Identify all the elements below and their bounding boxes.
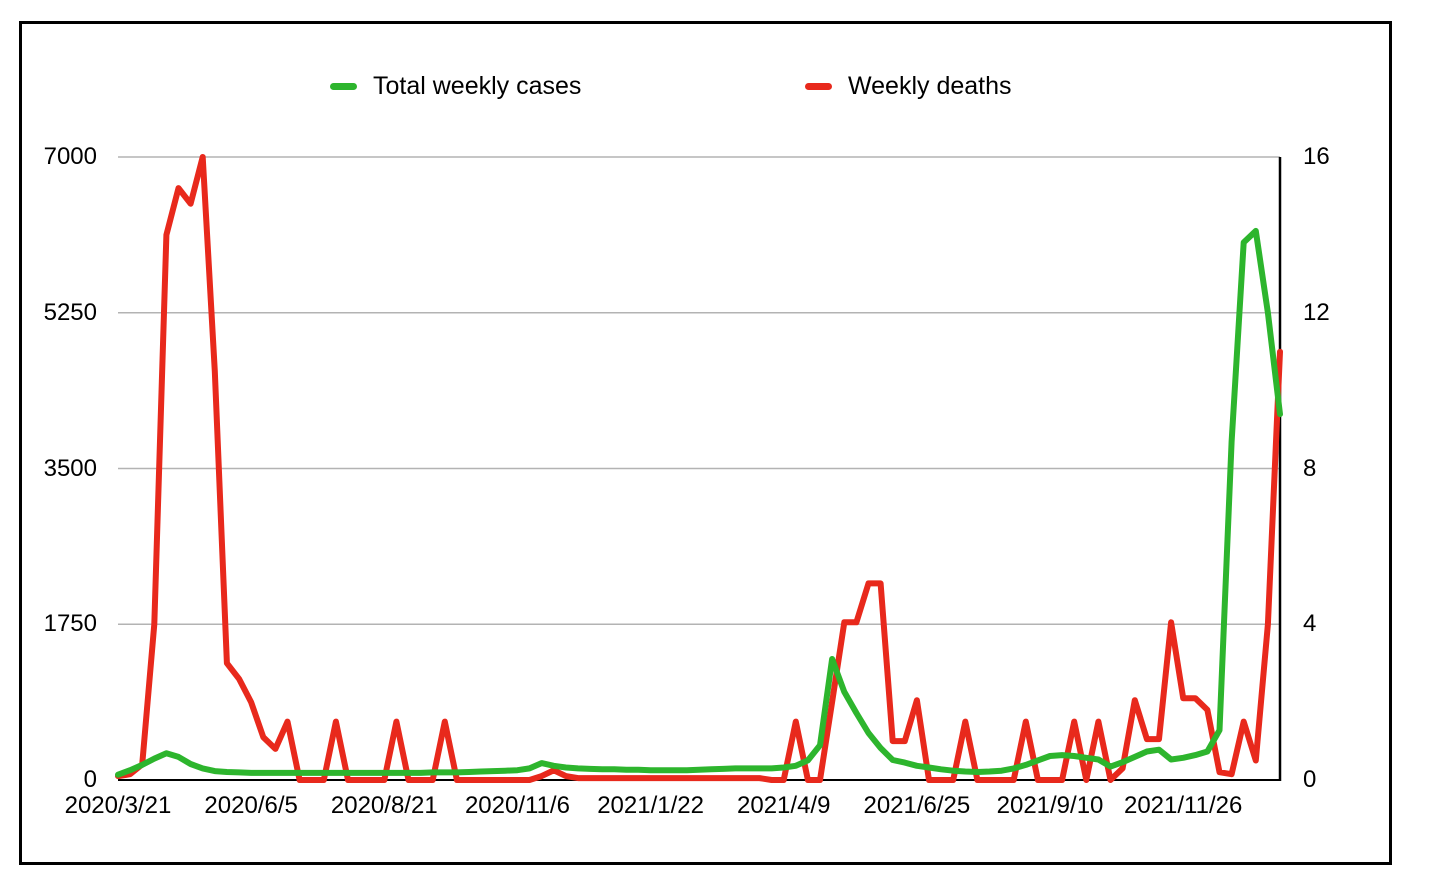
x-tick-label: 2021/4/9 — [737, 792, 831, 819]
y-left-tick-label: 1750 — [43, 610, 97, 638]
y-right-tick-label: 16 — [1303, 143, 1330, 170]
x-tick-label: 2020/6/5 — [204, 792, 298, 819]
y-right-tick-label: 0 — [1303, 766, 1317, 793]
cases-line — [115, 227, 1283, 778]
x-tick-label: 2021/11/26 — [1123, 792, 1243, 819]
y-left-tick-label: 0 — [83, 766, 97, 793]
deaths-line — [115, 154, 1283, 783]
y-right-tick-label: 8 — [1303, 454, 1317, 482]
deaths-legend-swatch-icon — [805, 82, 832, 90]
x-tick-label: 2021/6/25 — [863, 792, 971, 819]
cases-legend-label: Total weekly cases — [373, 72, 582, 100]
legend-item-deaths: Weekly deaths — [805, 70, 1012, 102]
y-left-tick-label: 5250 — [43, 298, 97, 326]
y-right-tick-label: 4 — [1303, 610, 1317, 638]
x-tick-label: 2020/11/6 — [464, 792, 570, 819]
legend-item-cases: Total weekly cases — [330, 70, 581, 102]
y-left-tick-label: 7000 — [43, 143, 97, 170]
x-tick-label: 2020/3/21 — [64, 792, 172, 819]
y-right-tick-label: 12 — [1303, 298, 1330, 326]
x-tick-label: 2021/9/10 — [996, 792, 1104, 819]
deaths-legend-label: Weekly deaths — [848, 72, 1012, 100]
y-left-tick-label: 3500 — [43, 454, 97, 482]
x-tick-label: 2021/1/22 — [597, 792, 704, 819]
cases-legend-swatch-icon — [330, 82, 357, 90]
x-tick-label: 2020/8/21 — [330, 792, 438, 819]
legend: Total weekly cases Weekly deaths — [0, 70, 1432, 102]
